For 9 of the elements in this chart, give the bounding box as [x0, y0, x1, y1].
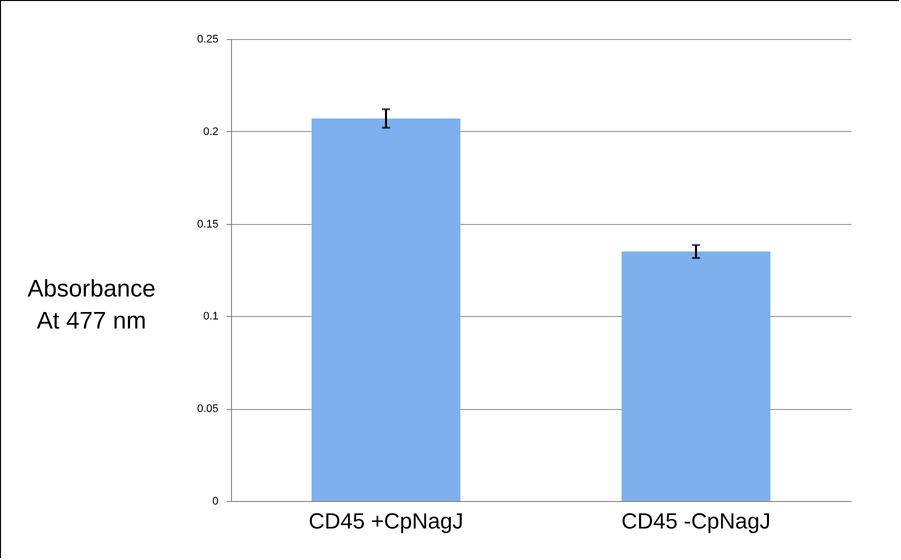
y-tick-label: 0.1 [203, 310, 218, 323]
y-tick-label: 0.25 [197, 34, 218, 46]
y-tick-label: 0.15 [197, 218, 218, 230]
x-tick-label: CD45 +CpNagJ [308, 508, 464, 534]
y-tick-label: 0.05 [197, 403, 218, 416]
x-tick-label: CD45 -CpNagJ [621, 508, 771, 534]
y-tick-label: 0.2 [203, 126, 218, 138]
y-axis-title: Absorbance At 477 nm [27, 276, 156, 334]
y-tick-label: 0 [212, 496, 218, 508]
